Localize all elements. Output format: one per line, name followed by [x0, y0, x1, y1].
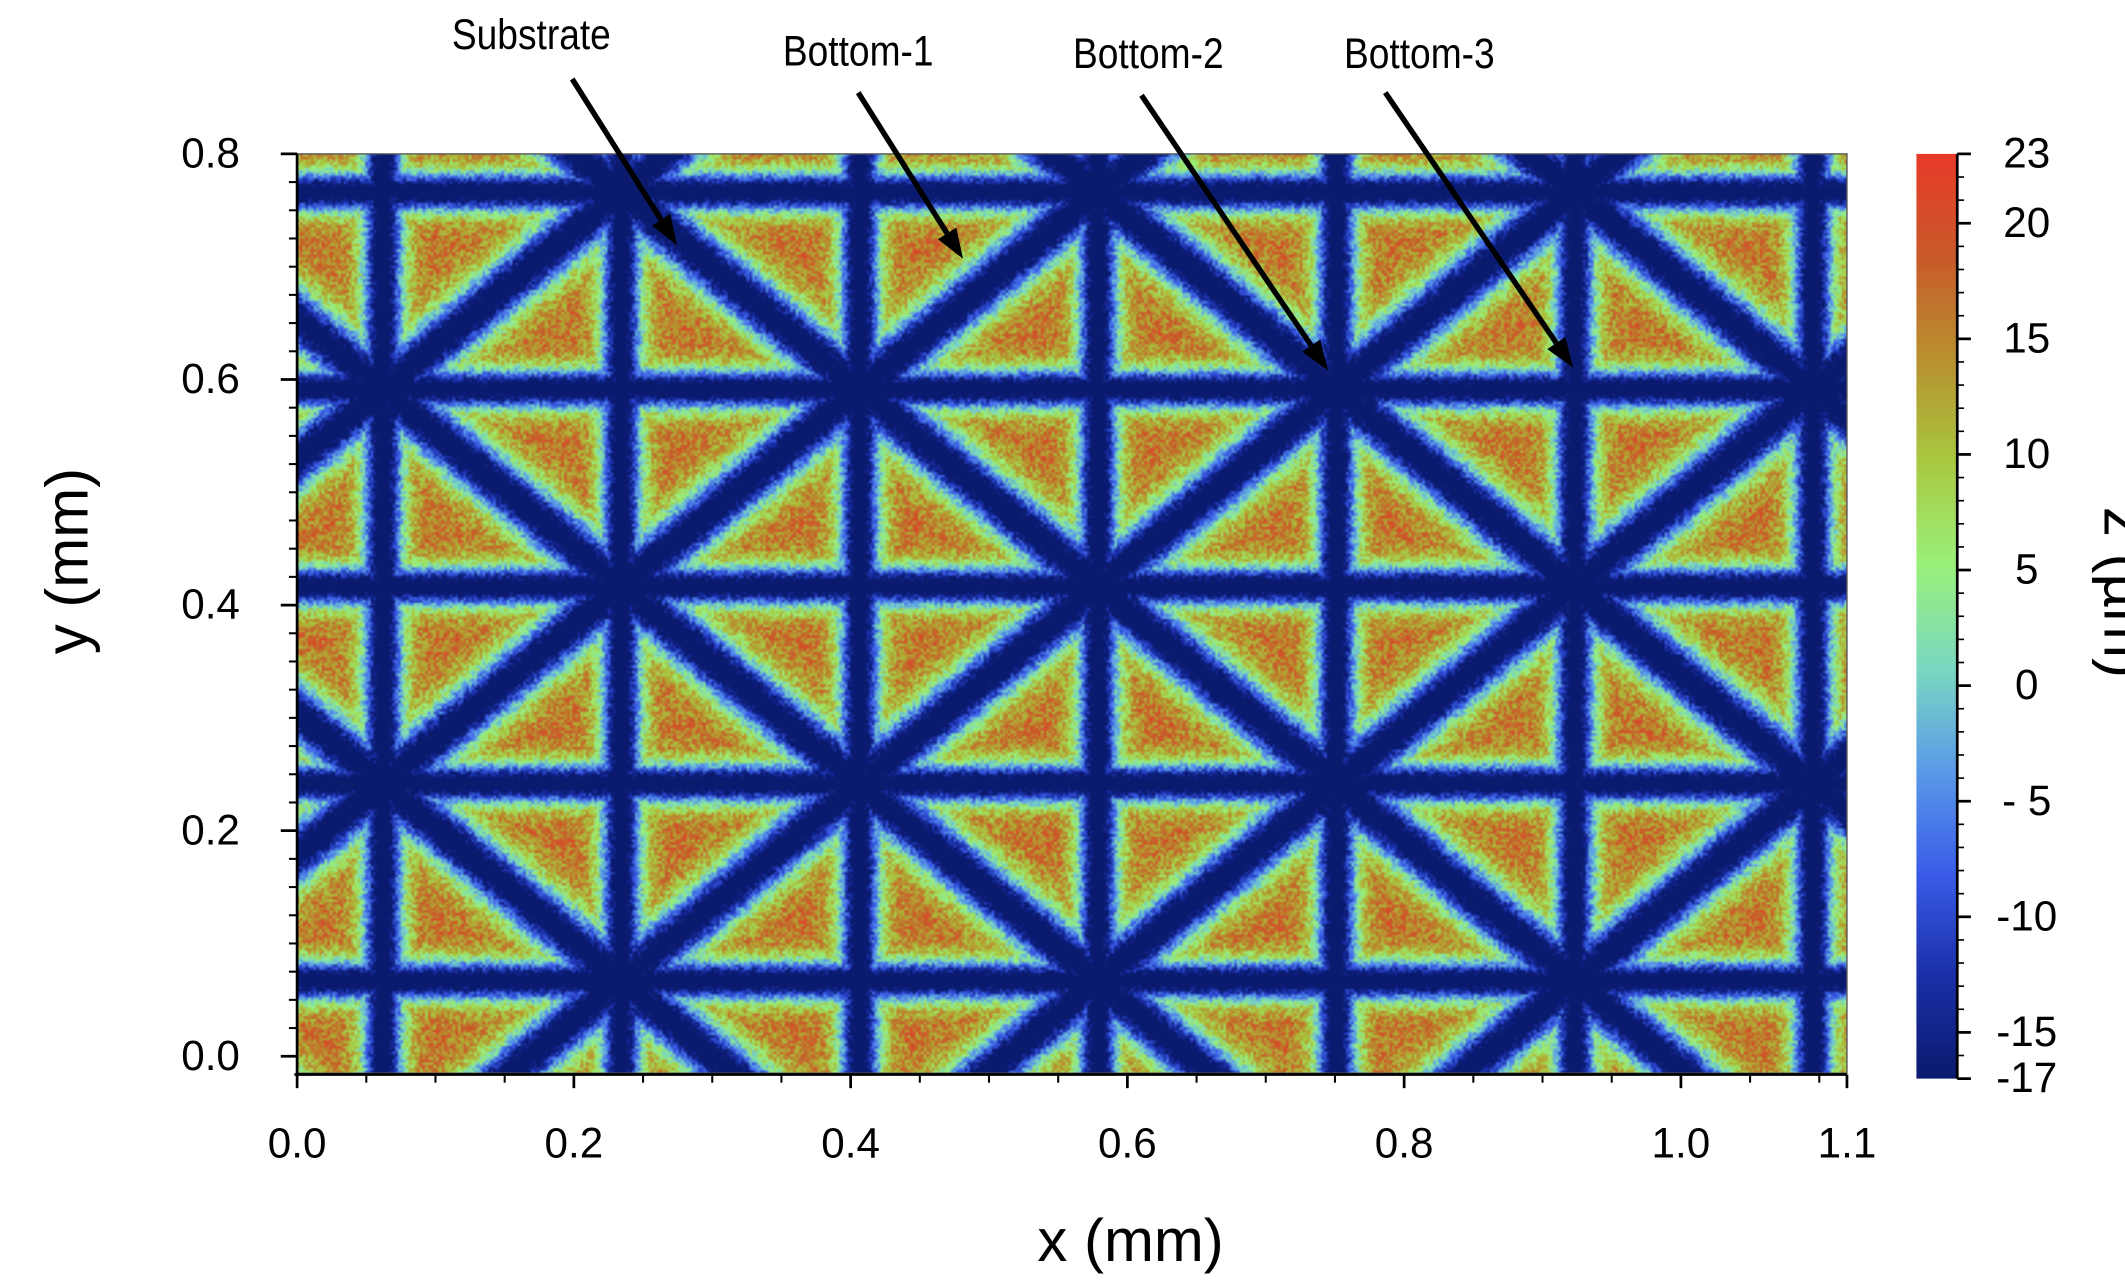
x-tick-label: 0.4 — [821, 1120, 880, 1167]
annotation-arrow — [1139, 93, 1314, 348]
x-tick-label: 0.8 — [1375, 1120, 1434, 1167]
annotation-arrow — [855, 91, 950, 235]
y-tick-label: 0.2 — [181, 806, 240, 853]
colorbar-tick-label: 10 — [2003, 430, 2050, 477]
x-tick-label: 1.0 — [1652, 1120, 1711, 1167]
colorbar-tick-label: 15 — [2003, 314, 2050, 361]
x-tick-label: 0.0 — [268, 1120, 327, 1167]
y-axis-title: y (mm) — [33, 468, 100, 654]
annotation-label: Bottom-1 — [783, 28, 934, 75]
colorbar-tick-label: 5 — [2015, 546, 2038, 593]
annotation-label: Substrate — [452, 12, 611, 59]
x-tick-label: 1.1 — [1818, 1120, 1877, 1167]
y-tick-label: 0.0 — [181, 1032, 240, 1079]
annotation-arrowhead — [1547, 336, 1574, 368]
x-tick-label: 0.2 — [545, 1120, 604, 1167]
x-axis-title: x (mm) — [1037, 1207, 1223, 1274]
annotation-label: Bottom-2 — [1073, 31, 1224, 78]
y-tick-label: 0.6 — [181, 355, 240, 402]
annotation-arrowhead — [651, 213, 678, 246]
colorbar — [1916, 153, 1958, 1079]
annotation-arrowhead — [937, 227, 964, 259]
colorbar-tick-label: 23 — [2003, 130, 2050, 177]
x-tick-label: 0.6 — [1098, 1120, 1157, 1167]
colorbar-title: z (µm) — [2091, 507, 2125, 678]
colorbar-tick-label: 0 — [2015, 661, 2038, 708]
colorbar-tick-label: -15 — [1996, 1008, 2057, 1055]
colorbar-tick-label: -17 — [1996, 1054, 2057, 1101]
y-tick-label: 0.4 — [181, 581, 240, 628]
annotation-arrowhead — [1302, 339, 1329, 371]
annotation-arrow — [1383, 91, 1559, 345]
colorbar-tick-label: 20 — [2003, 199, 2050, 246]
annotation-label: Bottom-3 — [1344, 31, 1495, 78]
y-tick-label: 0.8 — [181, 130, 240, 177]
colorbar-tick-label: - 5 — [2002, 777, 2051, 824]
colorbar-tick-label: -10 — [1996, 892, 2057, 939]
height-map-image — [297, 153, 1847, 1074]
annotation-arrow — [569, 77, 664, 222]
